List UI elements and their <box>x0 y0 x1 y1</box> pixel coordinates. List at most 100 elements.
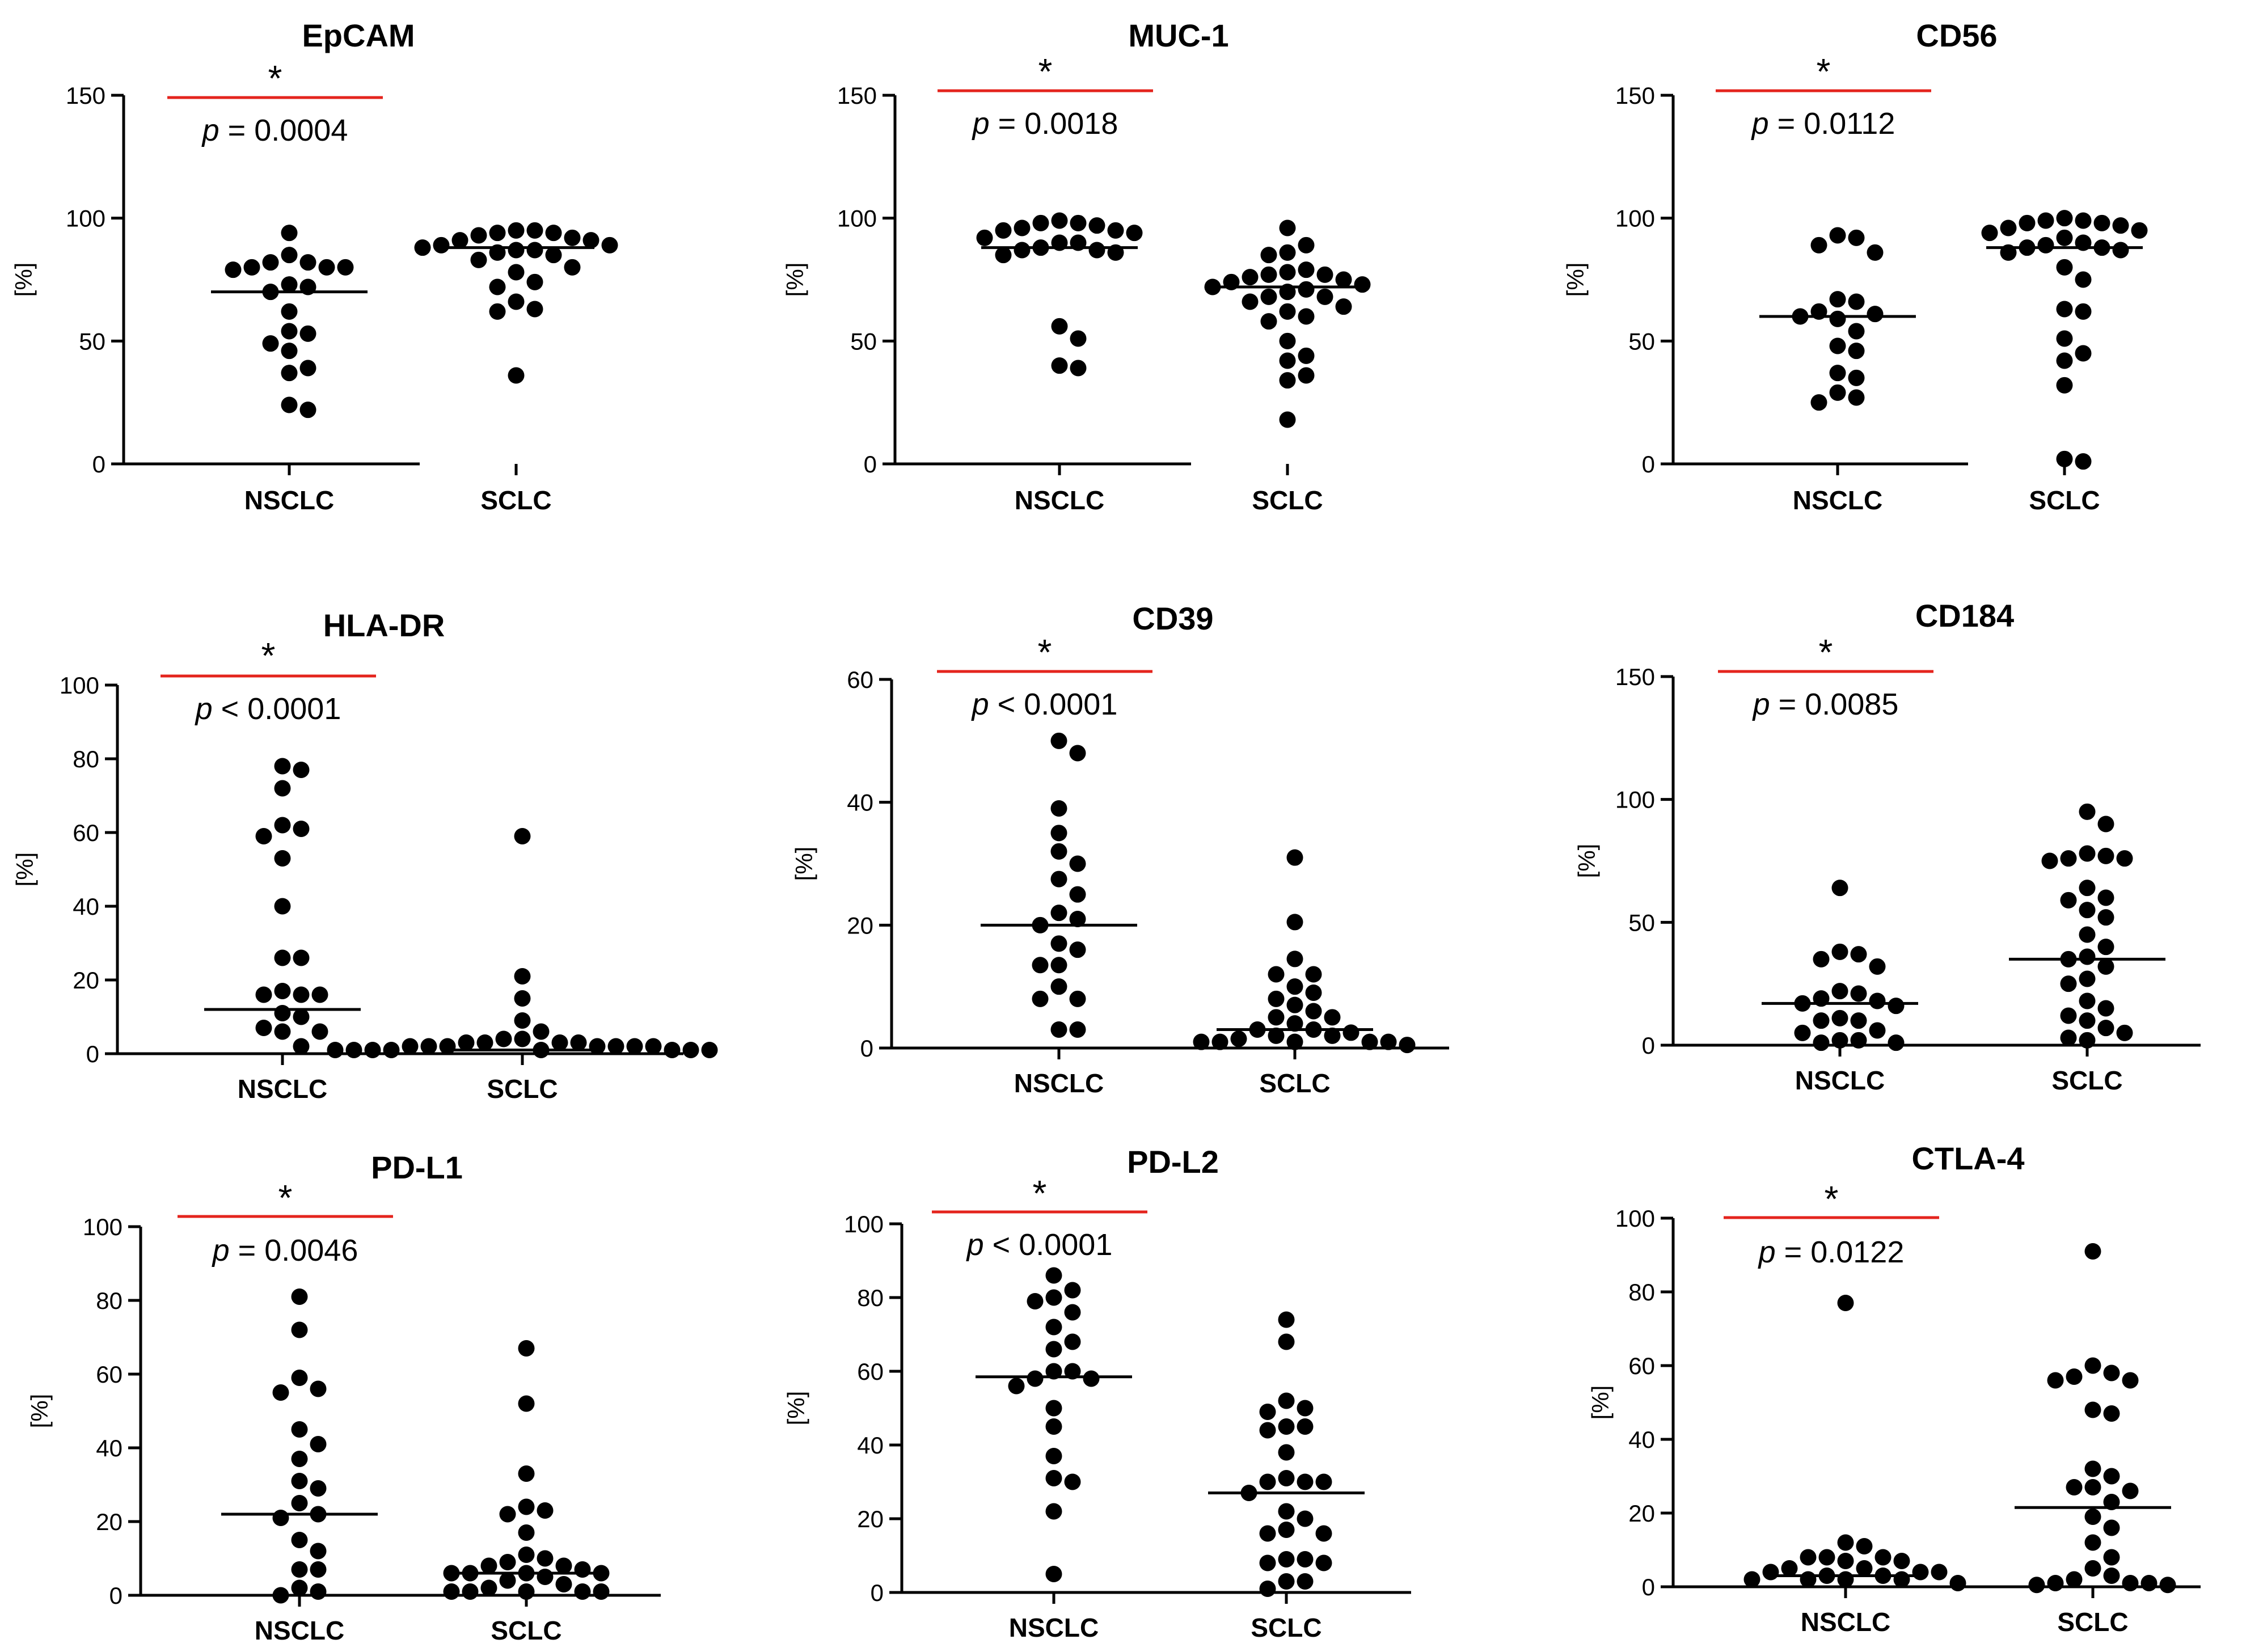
data-point-sclc <box>2159 1577 2176 1594</box>
data-point-nsclc <box>1088 242 1105 259</box>
data-point-nsclc <box>1050 957 1067 974</box>
data-point-sclc <box>1278 1418 1295 1435</box>
data-point-nsclc <box>1045 1470 1062 1486</box>
data-point-nsclc <box>272 1587 289 1604</box>
x-tick-label: SCLC <box>1259 1068 1330 1098</box>
data-point-nsclc <box>1831 1009 1848 1026</box>
data-point-nsclc <box>995 247 1012 264</box>
data-point-sclc <box>1278 1503 1295 1520</box>
data-point-nsclc <box>1027 1293 1044 1309</box>
p-symbol: p <box>972 107 990 141</box>
data-point-sclc <box>1278 1444 1295 1461</box>
data-point-nsclc <box>1848 323 1865 340</box>
x-tick-label: SCLC <box>487 1074 558 1104</box>
y-axis-label: [%] <box>11 852 38 887</box>
data-point-sclc <box>2056 210 2073 227</box>
data-point-nsclc <box>1064 1473 1081 1490</box>
y-tick-label: 100 <box>60 672 99 699</box>
p-symbol: p <box>971 687 989 721</box>
data-point-sclc <box>574 1561 591 1578</box>
data-point-sclc <box>2097 939 2114 956</box>
data-point-sclc <box>518 1498 535 1515</box>
data-point-sclc <box>1335 271 1352 288</box>
data-point-sclc <box>489 303 506 320</box>
p-value-label: p < 0.0001 <box>966 1228 1113 1262</box>
chart-title: CD184 <box>1915 598 2014 633</box>
x-tick-label: SCLC <box>491 1616 561 1645</box>
data-point-sclc <box>2019 214 2036 231</box>
data-point-nsclc <box>274 949 291 966</box>
data-point-sclc <box>2079 970 2096 987</box>
data-point-nsclc <box>1831 983 1848 1000</box>
data-point-sclc <box>1298 308 1315 325</box>
data-point-sclc <box>470 227 487 244</box>
data-point-nsclc <box>1050 905 1067 922</box>
data-point-sclc <box>499 1554 516 1570</box>
data-point-sclc <box>2103 1468 2120 1485</box>
data-point-nsclc <box>1869 992 1886 1009</box>
y-tick-label: 60 <box>847 666 873 693</box>
data-point-nsclc <box>318 259 335 276</box>
data-point-nsclc <box>291 1579 308 1596</box>
data-point-sclc <box>1315 1473 1332 1490</box>
data-point-sclc <box>518 1547 535 1563</box>
p-symbol: p <box>1751 107 1769 141</box>
data-point-sclc <box>555 1576 572 1592</box>
p-symbol: p <box>966 1228 984 1262</box>
y-tick-label: 150 <box>66 82 105 109</box>
data-point-sclc <box>383 1042 400 1058</box>
x-tick-label: NSCLC <box>1801 1607 1890 1637</box>
data-point-sclc <box>2075 453 2092 470</box>
data-point-sclc <box>1286 914 1303 931</box>
p-symbol: p <box>1758 1235 1776 1269</box>
data-point-sclc <box>1268 1009 1285 1026</box>
y-tick-label: 0 <box>1642 451 1655 478</box>
data-point-nsclc <box>1045 1267 1062 1284</box>
x-tick-label: NSCLC <box>255 1616 344 1645</box>
data-point-sclc <box>2047 1575 2064 1591</box>
data-point-sclc <box>574 1583 591 1600</box>
y-axis-label: [%] <box>1587 1385 1614 1420</box>
data-point-nsclc <box>274 1005 291 1021</box>
data-point-sclc <box>1278 1551 1295 1568</box>
p-symbol: p <box>195 692 213 726</box>
data-point-sclc <box>645 1038 662 1055</box>
data-point-nsclc <box>1045 1400 1062 1417</box>
data-point-nsclc <box>1837 1571 1854 1588</box>
data-point-sclc <box>480 1557 497 1574</box>
data-point-nsclc <box>1070 330 1087 347</box>
data-point-sclc <box>462 1583 479 1600</box>
data-point-nsclc <box>1064 1333 1081 1350</box>
y-tick-label: 100 <box>1615 205 1655 232</box>
y-tick-label: 80 <box>96 1287 123 1314</box>
data-point-sclc <box>518 1583 535 1600</box>
data-point-sclc <box>2075 303 2092 320</box>
data-point-sclc <box>508 293 525 310</box>
data-point-sclc <box>480 1579 497 1596</box>
y-tick-label: 60 <box>1628 1353 1655 1379</box>
data-point-nsclc <box>274 758 291 775</box>
data-point-nsclc <box>1831 880 1848 897</box>
p-value-label: p < 0.0001 <box>195 692 341 726</box>
data-point-sclc <box>2056 301 2073 318</box>
data-point-sclc <box>1297 1400 1314 1417</box>
data-point-sclc <box>1286 1033 1303 1050</box>
data-point-sclc <box>1259 1525 1276 1542</box>
data-point-nsclc <box>1050 871 1067 888</box>
data-point-sclc <box>2037 236 2054 253</box>
data-point-nsclc <box>255 1020 272 1036</box>
data-point-sclc <box>1242 293 1259 310</box>
data-point-sclc <box>2056 450 2073 467</box>
data-point-sclc <box>1260 266 1277 283</box>
data-point-sclc <box>2060 850 2077 867</box>
data-point-nsclc <box>1014 242 1031 259</box>
data-point-nsclc <box>281 343 298 360</box>
y-tick-label: 100 <box>83 1214 123 1240</box>
y-tick-label: 50 <box>1628 328 1655 354</box>
data-point-sclc <box>1298 281 1315 298</box>
data-point-sclc <box>2079 803 2096 820</box>
data-point-nsclc <box>310 1561 327 1578</box>
data-point-sclc <box>2079 948 2096 965</box>
data-point-sclc <box>564 229 581 246</box>
data-point-sclc <box>514 968 531 985</box>
